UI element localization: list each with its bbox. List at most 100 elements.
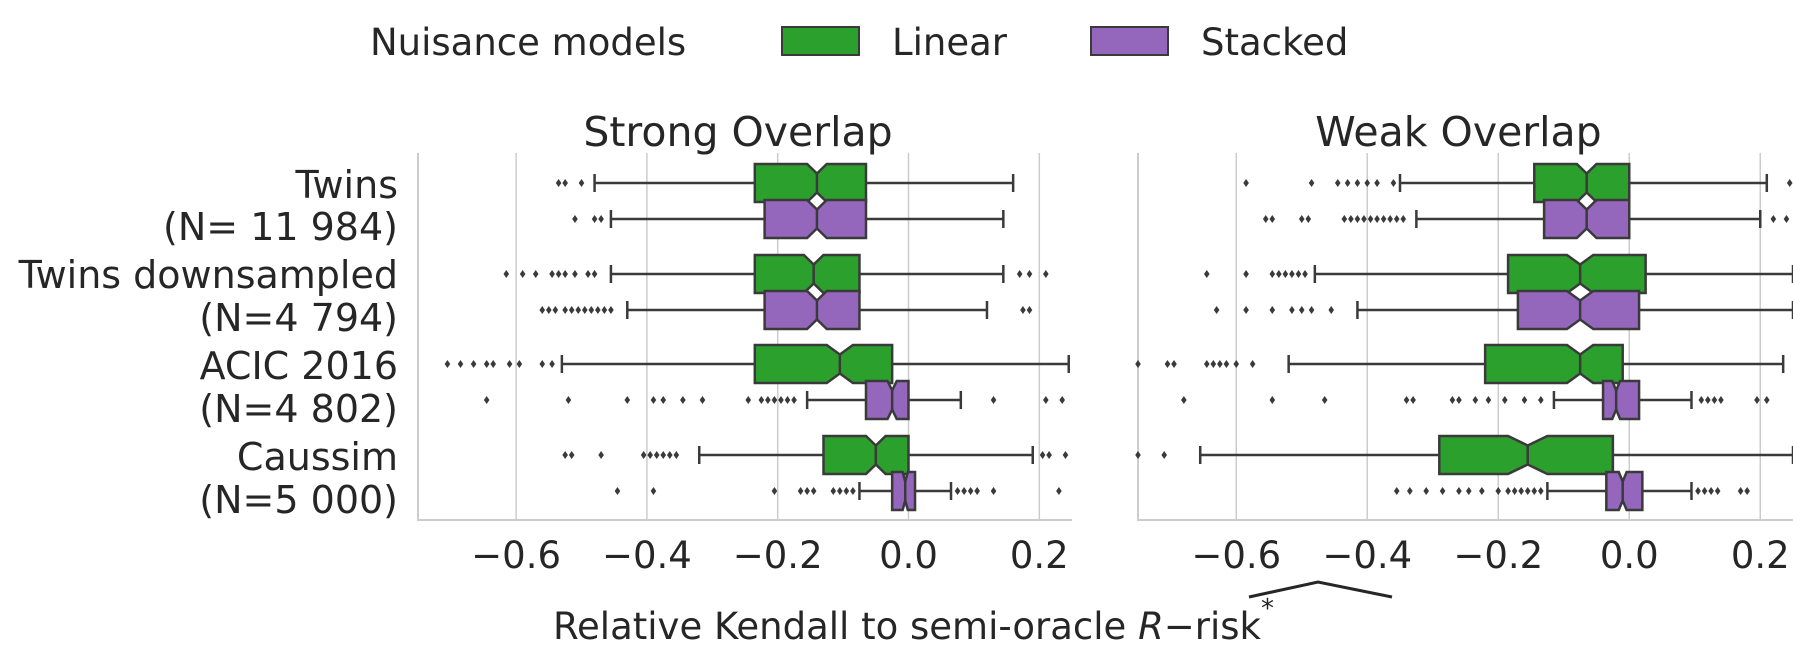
flier bbox=[1698, 396, 1705, 404]
box-stacked bbox=[483, 379, 1065, 421]
flier bbox=[1479, 487, 1485, 495]
flier bbox=[1056, 487, 1062, 495]
flier bbox=[1456, 487, 1462, 495]
flier bbox=[1393, 487, 1400, 495]
x-axis-label-symbol: R bbox=[1138, 605, 1164, 648]
flier bbox=[539, 306, 546, 314]
flier bbox=[699, 396, 706, 404]
flier bbox=[1524, 487, 1531, 495]
box-stacked bbox=[614, 470, 1062, 512]
x-tick-label: 0.2 bbox=[1010, 534, 1069, 577]
flier bbox=[506, 360, 513, 368]
flier bbox=[1026, 270, 1033, 278]
flier bbox=[1754, 396, 1760, 404]
flier bbox=[1423, 487, 1429, 495]
flier bbox=[1243, 270, 1249, 278]
flier bbox=[765, 396, 771, 404]
legend: Nuisance models Linear Stacked bbox=[370, 21, 1348, 64]
flier bbox=[549, 360, 555, 368]
flier bbox=[1289, 306, 1295, 314]
flier bbox=[666, 451, 673, 459]
flier bbox=[1786, 179, 1793, 187]
flier bbox=[1364, 179, 1371, 187]
flier bbox=[837, 487, 843, 495]
flier bbox=[1538, 487, 1544, 495]
box-stacked bbox=[572, 198, 1005, 240]
flier bbox=[1708, 487, 1714, 495]
flier bbox=[1135, 360, 1141, 368]
flier bbox=[1302, 270, 1308, 278]
flier bbox=[660, 451, 667, 459]
flier bbox=[673, 451, 680, 459]
flier bbox=[624, 396, 631, 404]
flier bbox=[1705, 396, 1711, 404]
box-linear bbox=[1203, 253, 1793, 295]
x-tick-label: −0.2 bbox=[733, 534, 823, 577]
flier bbox=[1744, 487, 1750, 495]
flier bbox=[784, 396, 791, 404]
flier bbox=[562, 306, 568, 314]
box-body bbox=[1605, 470, 1644, 512]
flier bbox=[843, 487, 850, 495]
flier bbox=[1289, 270, 1295, 278]
flier bbox=[1354, 215, 1361, 223]
flier bbox=[614, 487, 621, 495]
flier bbox=[1374, 215, 1380, 223]
flier bbox=[660, 396, 667, 404]
x-tick-label: −0.6 bbox=[471, 534, 561, 577]
flier bbox=[1305, 215, 1312, 223]
panel-title: Weak Overlap bbox=[1315, 108, 1601, 156]
flier bbox=[1374, 179, 1380, 187]
flier bbox=[503, 270, 510, 278]
flier bbox=[546, 306, 552, 314]
flier bbox=[1531, 487, 1538, 495]
flier bbox=[1341, 215, 1348, 223]
flier bbox=[797, 487, 804, 495]
flier bbox=[1495, 487, 1502, 495]
flier bbox=[1020, 306, 1026, 314]
flier bbox=[598, 451, 604, 459]
flier bbox=[1243, 306, 1249, 314]
legend-swatch-stacked bbox=[1090, 26, 1169, 56]
flier bbox=[578, 179, 585, 187]
flier bbox=[1348, 215, 1354, 223]
panel-title: Strong Overlap bbox=[583, 108, 892, 156]
flier bbox=[1400, 215, 1407, 223]
flier bbox=[1439, 487, 1446, 495]
flier bbox=[1505, 487, 1511, 495]
box-body bbox=[864, 379, 910, 421]
flier bbox=[483, 396, 490, 404]
flier bbox=[532, 270, 539, 278]
flier bbox=[562, 270, 568, 278]
legend-swatch-linear bbox=[781, 26, 860, 56]
flier bbox=[444, 360, 451, 368]
flier bbox=[1298, 215, 1305, 223]
box-linear bbox=[555, 162, 1015, 204]
box-linear bbox=[1243, 162, 1793, 204]
flier bbox=[591, 215, 598, 223]
flier bbox=[1062, 451, 1069, 459]
flier bbox=[1298, 306, 1305, 314]
box-body bbox=[753, 253, 861, 295]
panel-strong-overlap: −0.6 −0.4 −0.2 0.0 0.2 Strong Overlap bbox=[417, 108, 1072, 577]
flier bbox=[585, 270, 591, 278]
flier bbox=[1203, 270, 1210, 278]
box-body bbox=[763, 198, 868, 240]
flier bbox=[601, 306, 608, 314]
box-linear bbox=[562, 434, 1069, 476]
x-axis-label-hat bbox=[1248, 580, 1393, 599]
flier bbox=[598, 215, 604, 223]
flier bbox=[588, 306, 595, 314]
box-body bbox=[1516, 289, 1641, 331]
flier bbox=[1046, 451, 1052, 459]
flier bbox=[490, 360, 497, 368]
box-stacked bbox=[539, 289, 1033, 331]
flier bbox=[830, 487, 837, 495]
flier bbox=[1701, 487, 1708, 495]
flier bbox=[1282, 270, 1289, 278]
legend-label-stacked: Stacked bbox=[1201, 21, 1348, 64]
flier bbox=[1485, 396, 1492, 404]
flier bbox=[470, 360, 477, 368]
flier bbox=[1039, 451, 1046, 459]
